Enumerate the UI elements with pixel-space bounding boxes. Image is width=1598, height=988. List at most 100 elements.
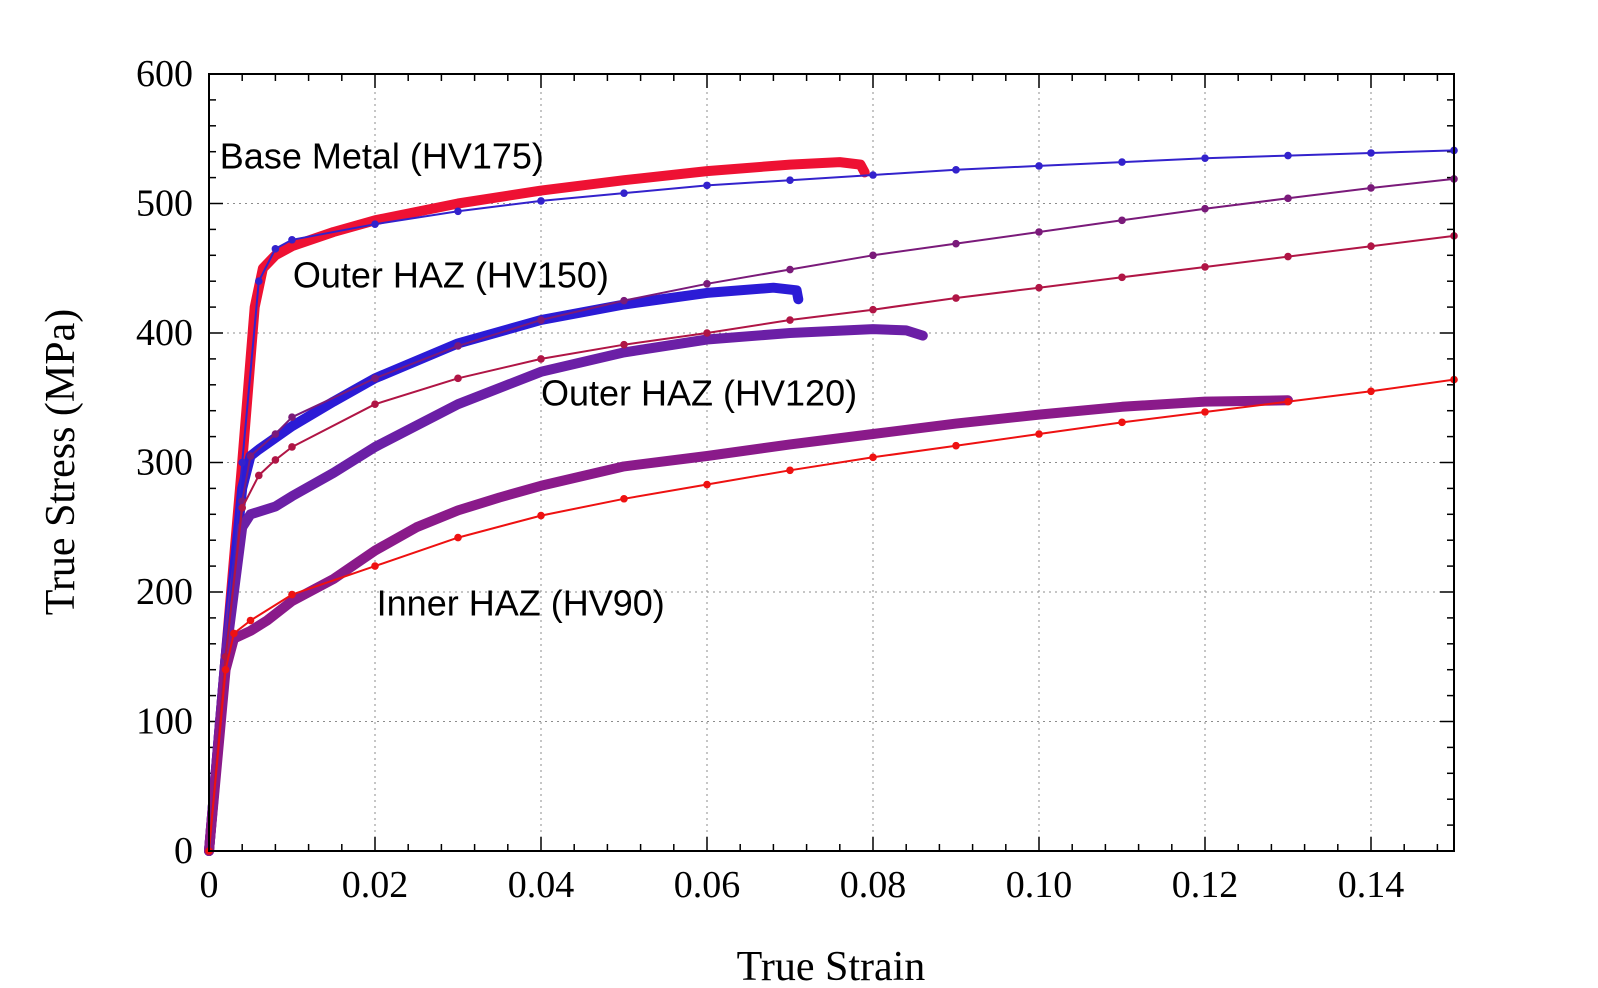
data-point xyxy=(254,471,263,480)
curve-annotation: Inner HAZ (HV90) xyxy=(377,582,665,623)
data-point xyxy=(1118,158,1126,166)
data-point xyxy=(620,189,628,197)
data-point xyxy=(1201,204,1209,213)
y-tick-label: 400 xyxy=(136,312,193,354)
y-tick-label: 500 xyxy=(136,183,193,225)
data-point xyxy=(620,296,628,305)
data-point xyxy=(238,504,246,512)
data-point xyxy=(288,443,296,451)
data-point xyxy=(371,220,379,229)
data-point xyxy=(246,452,255,460)
y-tick-label: 0 xyxy=(174,830,193,872)
data-point xyxy=(271,430,280,438)
data-point xyxy=(371,562,379,570)
data-point xyxy=(786,316,794,324)
data-point xyxy=(1201,154,1209,162)
curve-annotation: Base Metal (HV175) xyxy=(220,136,544,177)
data-point xyxy=(537,511,545,520)
data-point xyxy=(371,374,379,383)
curve-line xyxy=(204,324,928,856)
experimental-curve-1 xyxy=(204,157,870,856)
data-point xyxy=(537,316,545,324)
x-tick-label: 0.10 xyxy=(1006,864,1073,906)
series-layer xyxy=(204,146,1458,856)
y-tick-label: 200 xyxy=(136,571,193,613)
data-point xyxy=(703,480,711,489)
annotations: Base Metal (HV175) Outer HAZ (HV150) Outer… xyxy=(220,136,857,624)
data-point xyxy=(620,340,628,349)
data-point xyxy=(952,294,960,302)
model-curve-7 xyxy=(205,232,1458,855)
x-axis-title: True Strain xyxy=(737,944,926,988)
curve-line xyxy=(208,234,1455,852)
data-point xyxy=(454,342,462,350)
data-point xyxy=(271,456,280,464)
curve-line xyxy=(204,157,870,856)
x-tick-label: 0.02 xyxy=(342,864,409,906)
data-point xyxy=(288,413,296,421)
data-point xyxy=(1367,242,1375,251)
data-point xyxy=(238,458,246,467)
data-point xyxy=(254,277,263,286)
curve-line xyxy=(208,177,1455,852)
y-tick-labels: 0 100 200 300 400 500 600 xyxy=(136,53,193,872)
data-point xyxy=(1201,263,1209,271)
data-point xyxy=(952,239,960,248)
data-point xyxy=(246,616,255,625)
data-point xyxy=(537,355,545,363)
data-point xyxy=(1035,430,1043,438)
y-axis-title: True Stress (MPa) xyxy=(38,309,84,615)
data-point xyxy=(454,533,462,542)
data-point xyxy=(703,279,711,288)
grid-layer xyxy=(209,74,1454,851)
data-point xyxy=(1035,162,1043,170)
model-curve-5 xyxy=(205,146,1458,855)
y-tick-label: 300 xyxy=(136,442,193,484)
curve-line xyxy=(204,395,1293,856)
y-tick-label: 600 xyxy=(136,53,193,95)
curve-annotation: Outer HAZ (HV120) xyxy=(541,373,857,414)
data-point xyxy=(869,453,877,462)
data-point xyxy=(1367,184,1375,192)
experimental-curve-3 xyxy=(204,324,928,856)
x-tick-label: 0.12 xyxy=(1172,864,1239,906)
data-point xyxy=(786,466,794,475)
data-point xyxy=(454,374,462,383)
data-point xyxy=(230,629,238,638)
data-point xyxy=(288,235,296,244)
data-point xyxy=(620,494,628,503)
data-point xyxy=(1284,151,1292,160)
data-point xyxy=(1367,387,1375,396)
plot-frame xyxy=(208,73,1455,852)
data-point xyxy=(869,171,877,179)
x-tick-label: 0.04 xyxy=(508,864,575,906)
data-point xyxy=(1118,418,1126,427)
data-point xyxy=(952,166,960,174)
data-point xyxy=(1035,283,1043,292)
data-point xyxy=(1035,228,1043,236)
data-point xyxy=(703,181,711,190)
experimental-curve-4 xyxy=(204,395,1293,856)
data-point xyxy=(221,665,230,674)
data-point xyxy=(1284,397,1292,406)
data-point xyxy=(454,207,462,216)
data-point xyxy=(1201,408,1209,416)
data-point xyxy=(1284,252,1292,261)
data-point xyxy=(371,400,379,409)
data-point xyxy=(786,176,794,184)
data-point xyxy=(703,329,711,337)
data-point xyxy=(1367,149,1375,157)
curve-line xyxy=(208,149,1455,852)
x-tick-label: 0.14 xyxy=(1338,864,1405,906)
data-point xyxy=(1118,216,1126,225)
x-tick-label: 0 xyxy=(200,864,219,906)
x-tick-label: 0.08 xyxy=(840,864,907,906)
data-point xyxy=(952,441,960,450)
x-tick-labels: 0 0.02 0.04 0.06 0.08 0.10 0.12 0.14 xyxy=(200,864,1405,906)
data-point xyxy=(271,245,280,253)
curve-annotation: Outer HAZ (HV150) xyxy=(293,255,609,296)
data-point xyxy=(288,590,296,599)
data-point xyxy=(869,305,877,314)
x-tick-label: 0.06 xyxy=(674,864,741,906)
